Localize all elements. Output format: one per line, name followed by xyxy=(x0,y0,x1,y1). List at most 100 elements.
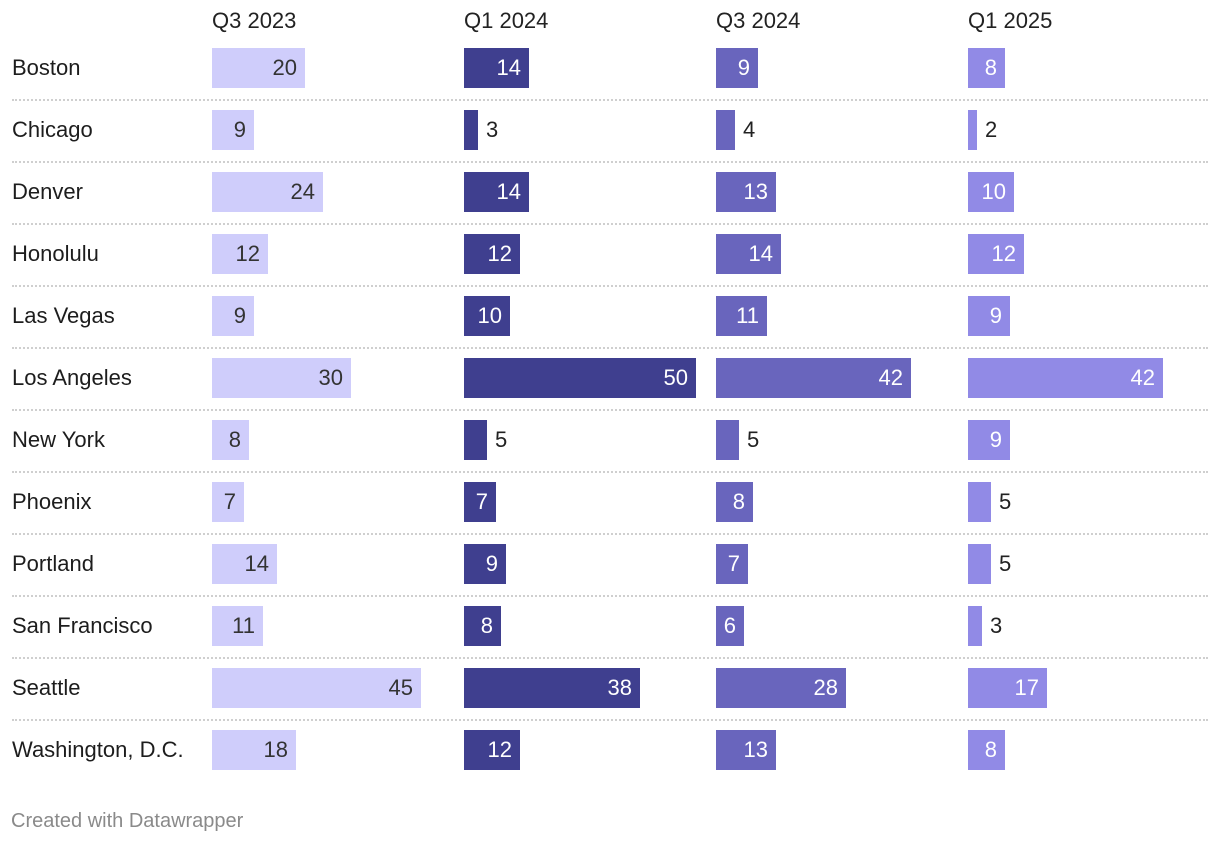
bar xyxy=(212,48,305,88)
data-label: 8 xyxy=(984,55,997,80)
chart-row: Phoenix 7 7 8 5 xyxy=(0,482,1220,544)
row-separator xyxy=(12,285,1208,287)
bar xyxy=(968,730,1005,770)
data-label: 9 xyxy=(233,303,246,328)
row-label: Seattle xyxy=(12,675,81,700)
bar xyxy=(716,544,748,584)
row-label: New York xyxy=(12,427,105,452)
bar xyxy=(968,482,991,522)
column-header: Q1 2025 xyxy=(968,8,1053,33)
data-label: 9 xyxy=(233,117,246,142)
data-label: 45 xyxy=(388,675,413,700)
data-label: 14 xyxy=(496,55,521,80)
chart-row: Los Angeles 30 50 42 42 xyxy=(0,358,1220,420)
data-label: 38 xyxy=(607,675,632,700)
data-label: 8 xyxy=(984,737,997,762)
data-label: 12 xyxy=(487,737,512,762)
row-label: Denver xyxy=(12,179,83,204)
chart-row: Denver 24 14 13 10 xyxy=(0,172,1220,234)
bar xyxy=(464,482,496,522)
column-header: Q1 2024 xyxy=(464,8,549,33)
bar xyxy=(212,296,254,336)
bar xyxy=(968,234,1024,274)
bar xyxy=(716,296,767,336)
bar xyxy=(464,48,529,88)
data-label: 5 xyxy=(999,489,1012,514)
bar xyxy=(968,358,1163,398)
bar xyxy=(716,358,911,398)
footer-credit: Created with Datawrapper xyxy=(11,810,244,832)
chart-row: Chicago 9 3 4 2 xyxy=(0,110,1220,172)
data-label: 2 xyxy=(985,117,998,142)
chart-row: Seattle 45 38 28 17 xyxy=(0,668,1220,730)
row-label: Phoenix xyxy=(12,489,92,514)
data-label: 5 xyxy=(747,427,760,452)
row-separator xyxy=(12,595,1208,597)
bar xyxy=(716,234,781,274)
bar xyxy=(212,544,277,584)
bar xyxy=(968,668,1047,708)
bar xyxy=(212,730,296,770)
bar xyxy=(968,48,1005,88)
data-label: 8 xyxy=(480,613,493,638)
bar xyxy=(464,668,640,708)
bar xyxy=(212,358,351,398)
data-label: 9 xyxy=(989,303,1002,328)
row-separator xyxy=(12,657,1208,659)
row-separator xyxy=(12,719,1208,721)
data-label: 42 xyxy=(878,365,903,390)
data-label: 14 xyxy=(496,179,521,204)
bar xyxy=(464,358,696,398)
data-label: 42 xyxy=(1130,365,1155,390)
data-label: 9 xyxy=(485,551,498,576)
data-label: 3 xyxy=(486,117,499,142)
row-separator xyxy=(12,471,1208,473)
data-label: 20 xyxy=(272,55,297,80)
row-separator xyxy=(12,409,1208,411)
data-label: 13 xyxy=(743,737,768,762)
bar xyxy=(212,172,323,212)
column-header: Q3 2023 xyxy=(212,8,297,33)
data-label: 8 xyxy=(228,427,241,452)
data-label: 9 xyxy=(989,427,1002,452)
bar xyxy=(212,234,268,274)
chart-row: Boston 20 14 9 8 xyxy=(0,48,1220,110)
bar xyxy=(716,606,744,646)
data-label: 17 xyxy=(1014,675,1039,700)
row-separator xyxy=(12,223,1208,225)
data-label: 12 xyxy=(487,241,512,266)
chart-row: Honolulu 12 12 14 12 xyxy=(0,234,1220,296)
row-separator xyxy=(12,99,1208,101)
row-label: Chicago xyxy=(12,117,93,142)
bar xyxy=(968,544,991,584)
data-label: 6 xyxy=(723,613,736,638)
bar xyxy=(716,730,776,770)
chart-row: San Francisco 11 8 6 3 xyxy=(0,606,1220,668)
data-label: 30 xyxy=(318,365,343,390)
data-label: 11 xyxy=(736,303,759,328)
bar xyxy=(464,296,510,336)
bar xyxy=(716,482,753,522)
bar xyxy=(968,172,1014,212)
row-separator xyxy=(12,347,1208,349)
bar xyxy=(716,420,739,460)
data-label: 10 xyxy=(477,303,502,328)
bar xyxy=(968,110,977,150)
bar xyxy=(968,606,982,646)
data-label: 14 xyxy=(244,551,269,576)
data-label: 5 xyxy=(999,551,1012,576)
row-label: Los Angeles xyxy=(12,365,132,390)
data-label: 14 xyxy=(748,241,773,266)
bar xyxy=(716,668,846,708)
bar xyxy=(212,668,421,708)
data-label: 4 xyxy=(743,117,756,142)
data-label: 50 xyxy=(663,365,688,390)
data-label: 12 xyxy=(235,241,260,266)
data-label: 11 xyxy=(232,613,255,638)
bar xyxy=(716,172,776,212)
bar xyxy=(464,234,520,274)
data-label: 5 xyxy=(495,427,508,452)
data-label: 7 xyxy=(475,489,488,514)
bar xyxy=(464,172,529,212)
bar xyxy=(212,482,244,522)
